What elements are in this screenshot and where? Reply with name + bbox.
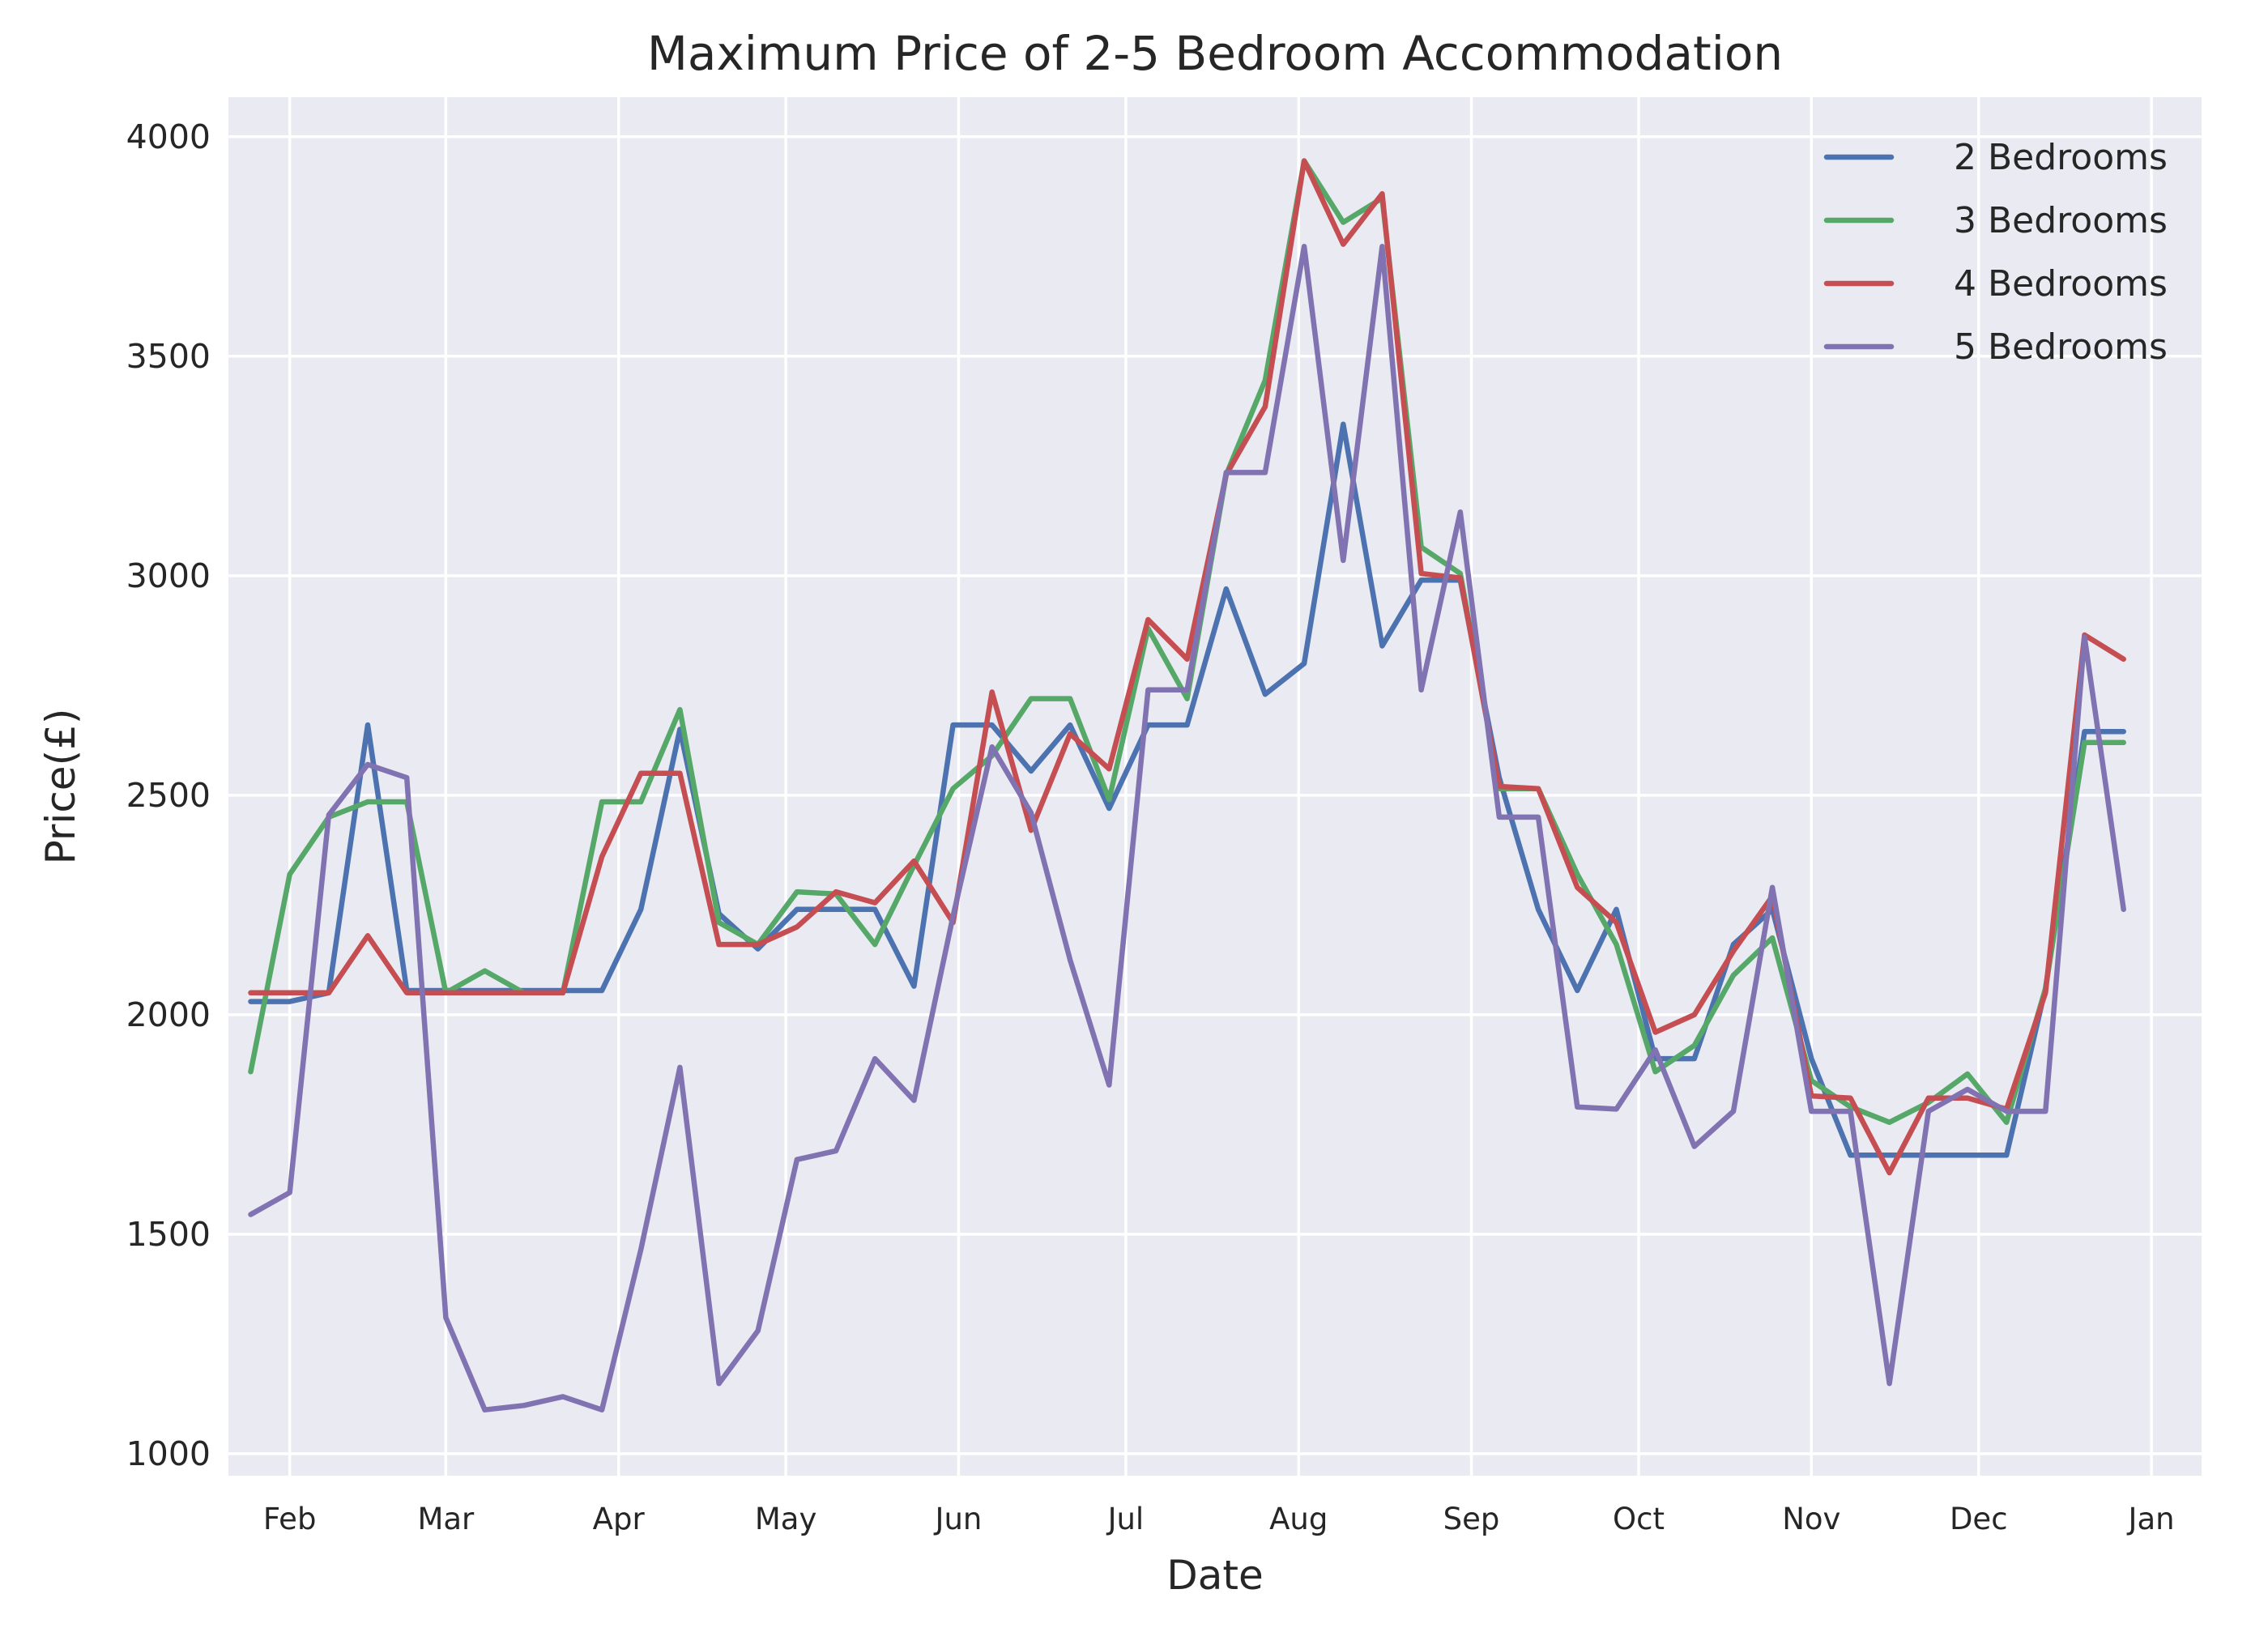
- legend-label-3-bedrooms: 3 Bedrooms: [1954, 200, 2168, 241]
- x-tick-label: Jun: [934, 1502, 983, 1536]
- y-tick-labels: 1000 1500 2000 2500 3000 3500 4000: [126, 117, 211, 1473]
- x-tick-labels: Feb Mar Apr May Jun Jul Aug Sep Oct Nov Dec Jan: [263, 1502, 2175, 1536]
- y-tick-label: 2500: [126, 776, 211, 815]
- series-lines: [248, 158, 2126, 1413]
- x-axis-label: Date: [1166, 1552, 1264, 1599]
- y-tick-label: 1500: [126, 1215, 211, 1254]
- y-axis-label: Price(£): [37, 709, 84, 865]
- x-tick-label: Nov: [1782, 1502, 1840, 1536]
- series-line-4-bedrooms: [248, 158, 2126, 1176]
- x-tick-label: Mar: [417, 1502, 475, 1536]
- x-tick-label: Jul: [1106, 1502, 1145, 1536]
- chart-title: Maximum Price of 2-5 Bedroom Accommodati…: [647, 26, 1783, 81]
- x-tick-label: Dec: [1950, 1502, 2008, 1536]
- legend-label-5-bedrooms: 5 Bedrooms: [1954, 326, 2168, 368]
- x-tick-label: May: [755, 1502, 817, 1536]
- x-tick-label: Oct: [1613, 1502, 1665, 1536]
- x-tick-label: Sep: [1443, 1502, 1500, 1536]
- x-tick-label: Feb: [263, 1502, 317, 1536]
- plot-area: [228, 97, 2202, 1476]
- y-tick-label: 1000: [126, 1434, 211, 1473]
- y-tick-label: 4000: [126, 117, 211, 156]
- legend-label-4-bedrooms: 4 Bedrooms: [1954, 263, 2168, 305]
- x-tick-label: Aug: [1269, 1502, 1328, 1536]
- legend: 2 Bedrooms 3 Bedrooms 4 Bedrooms 5 Bedrooms: [1823, 137, 2168, 368]
- x-tick-label: Apr: [593, 1502, 646, 1536]
- series-line-5-bedrooms: [248, 244, 2126, 1413]
- y-tick-label: 3000: [126, 556, 211, 595]
- y-tick-label: 3500: [126, 337, 211, 376]
- y-tick-label: 2000: [126, 995, 211, 1034]
- legend-label-2-bedrooms: 2 Bedrooms: [1954, 137, 2168, 178]
- x-tick-label: Jan: [2127, 1502, 2175, 1536]
